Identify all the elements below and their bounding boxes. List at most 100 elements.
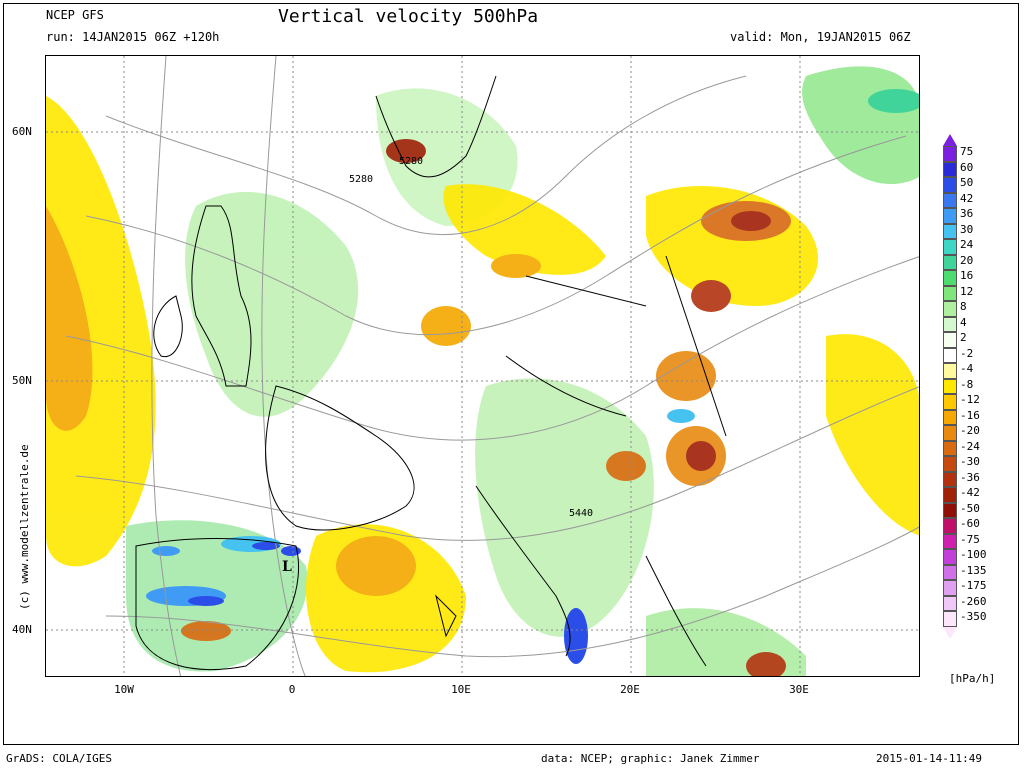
contour-line: [105, 75, 747, 236]
colorbar-label: -260: [960, 594, 987, 608]
colorbar-label: 16: [960, 269, 974, 282]
border-line: [525, 275, 647, 307]
colorbar-swatch: [943, 533, 957, 549]
coastline-ireland: [153, 295, 183, 358]
colorbar-label: -16: [960, 408, 980, 422]
field-green: [185, 191, 359, 417]
colorbar-swatch: [943, 595, 957, 611]
coastline-corsica: [435, 594, 457, 638]
colorbar-label: 24: [960, 238, 974, 251]
coastline-balkans: [645, 555, 707, 667]
plot-frame: [3, 3, 1019, 745]
colorbar-swatch: [943, 177, 957, 193]
colorbar-swatch: [943, 146, 957, 162]
colorbar-swatch: [943, 301, 957, 317]
colorbar-label: -135: [960, 563, 987, 577]
colorbar-label: 75: [960, 145, 974, 158]
field-blue: [868, 89, 919, 113]
contour-line: [151, 56, 182, 676]
colorbar-label: -4: [960, 362, 974, 375]
contour-line: [261, 56, 306, 676]
field-yellow: [443, 184, 606, 275]
colorbar-swatch: [943, 192, 957, 208]
colorbar-swatch: [943, 425, 957, 441]
colorbar-label: -36: [960, 470, 980, 484]
field-blue: [667, 409, 695, 423]
coastline-france: [265, 385, 415, 531]
field-green: [802, 66, 919, 184]
colorbar-swatch: [943, 332, 957, 348]
field-green: [475, 378, 654, 637]
colorbar-swatch: [943, 270, 957, 286]
side-credit: (c) www.modellzentrale.de: [18, 444, 31, 610]
colorbar-label: -8: [960, 377, 974, 391]
colorbar-swatch: [943, 208, 957, 224]
colorbar-swatch: [943, 611, 957, 627]
colorbar-swatch: [943, 161, 957, 177]
colorbar-swatch: [943, 502, 957, 518]
colorbar-top-arrow: [943, 134, 957, 146]
field-yellow: [46, 96, 156, 567]
colorbar-swatch: [943, 316, 957, 332]
lon-label: 30E: [789, 683, 809, 696]
field-orange: [181, 621, 231, 641]
colorbar-label: -12: [960, 393, 980, 406]
run-info: run: 14JAN2015 06Z +120h: [46, 30, 220, 44]
colorbar-unit: [hPa/h]: [949, 672, 996, 685]
colorbar-swatch: [943, 580, 957, 596]
lat-label: 50N: [12, 374, 32, 387]
contour-line: [65, 256, 919, 441]
field-orange: [336, 536, 416, 596]
colorbar-swatch: [943, 378, 957, 394]
colorbar-label: 4: [960, 315, 967, 329]
contour-label: 5440: [569, 508, 594, 519]
colorbar-swatch: [943, 549, 957, 565]
colorbar-label: -24: [960, 439, 980, 453]
field-blue: [188, 596, 224, 606]
colorbar-label: -60: [960, 517, 980, 530]
colorbar-swatch: [943, 363, 957, 379]
coastline-italy: [475, 485, 571, 657]
colorbar-swatch: [943, 440, 957, 456]
colorbar-label: 50: [960, 176, 974, 189]
colorbar-label: 2: [960, 331, 967, 344]
field-red: [686, 441, 716, 471]
field-blue: [281, 546, 301, 556]
field-orange: [656, 351, 716, 401]
colorbar-swatch: [943, 409, 957, 425]
field-blue: [252, 542, 280, 550]
field-yellow: [826, 334, 919, 536]
coastline-scandinavia: [375, 75, 497, 178]
contour-line: [85, 135, 907, 335]
contour-label: 5280: [399, 156, 424, 167]
lat-label: 40N: [12, 623, 32, 636]
field-blue: [564, 608, 588, 664]
colorbar-label: -50: [960, 501, 980, 515]
colorbar-swatch: [943, 223, 957, 239]
field-red: [731, 211, 771, 231]
contour-line: [75, 386, 919, 541]
lon-label: 20E: [620, 683, 640, 696]
colorbar-label: -75: [960, 532, 980, 546]
colorbar-swatch: [943, 285, 957, 301]
colorbar-label: -100: [960, 548, 987, 561]
colorbar-label: -42: [960, 486, 980, 499]
colorbar-swatch: [943, 471, 957, 487]
coastline-britain: [191, 205, 252, 387]
colorbar-swatch: [943, 347, 957, 363]
footer-timestamp: 2015-01-14-11:49: [876, 752, 982, 765]
lon-label: 10W: [114, 683, 134, 696]
colorbar-label: -20: [960, 424, 980, 437]
field-orange: [421, 306, 471, 346]
colorbar-label: 60: [960, 160, 974, 174]
low-pressure-marker: L: [282, 559, 292, 575]
colorbar-label: 36: [960, 207, 974, 220]
field-blue: [152, 546, 180, 556]
colorbar-label: -30: [960, 455, 980, 468]
colorbar-label: -350: [960, 610, 987, 623]
colorbar-swatch: [943, 564, 957, 580]
colorbar-label: -175: [960, 579, 987, 592]
colorbar-swatch: [943, 456, 957, 472]
field-orange: [606, 451, 646, 481]
valid-time: valid: Mon, 19JAN2015 06Z: [730, 30, 911, 44]
